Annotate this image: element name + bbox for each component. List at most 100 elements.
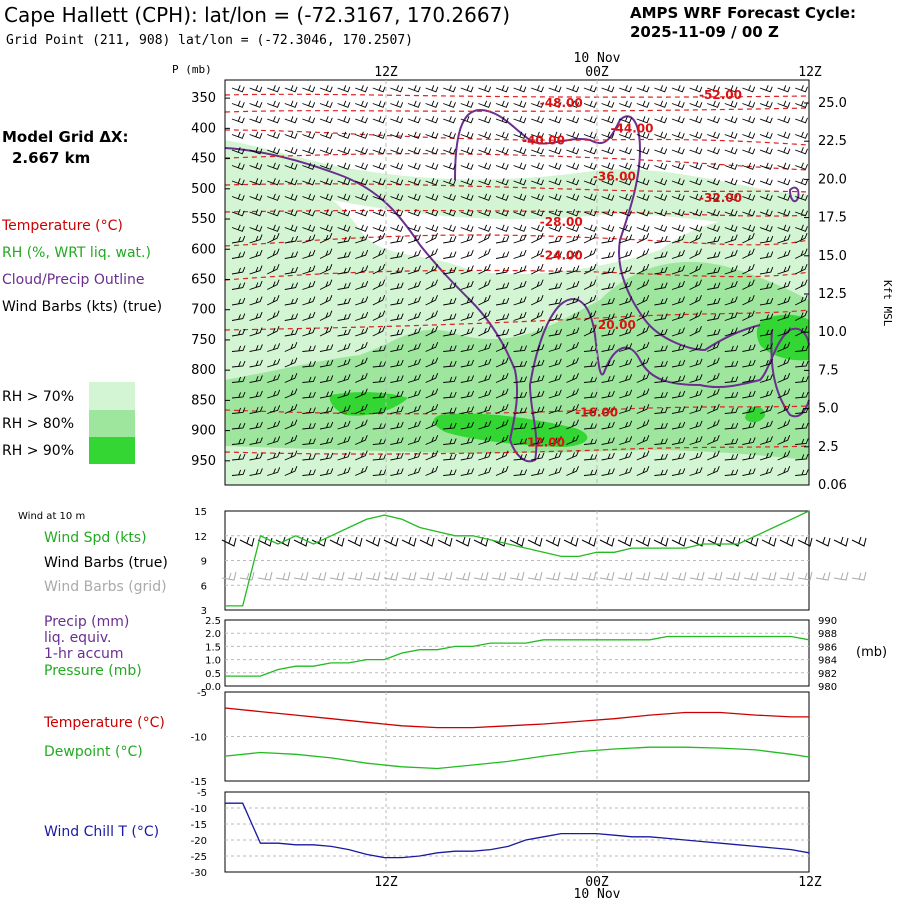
- wind-barb-true: [671, 536, 687, 547]
- wind-barb: [636, 310, 650, 321]
- isotherm-label: -24.00: [540, 248, 583, 262]
- wind-barb: [548, 266, 563, 275]
- wind-barb: [267, 193, 280, 201]
- wind-barb: [284, 450, 298, 461]
- wind-barb: [671, 224, 685, 232]
- wind-barb: [407, 467, 421, 476]
- wind-barb-true: [815, 536, 831, 547]
- wind-barb: [724, 345, 739, 352]
- wind-barb-grid: [671, 571, 687, 581]
- rh90-region-a: [329, 392, 408, 416]
- wind-barb: [337, 224, 351, 232]
- wind-barb: [671, 162, 685, 170]
- wind-barb: [583, 116, 597, 124]
- wind-barb: [636, 419, 650, 430]
- wind-barb: [601, 406, 615, 414]
- wind-barb: [689, 264, 702, 275]
- wind-barb: [249, 311, 263, 321]
- wind-barb: [355, 131, 368, 139]
- wind-barb: [724, 376, 739, 383]
- wind-barb: [566, 466, 579, 476]
- wind-barb: [407, 249, 421, 259]
- wind-barb: [231, 391, 246, 399]
- wind-barb: [548, 100, 562, 108]
- pressure-tick-label: 982: [818, 669, 837, 680]
- pressure-tick-label: 500: [191, 182, 216, 197]
- wind-barb: [355, 435, 368, 445]
- precip-tick-label: 0.5: [205, 669, 221, 680]
- wind-barb: [566, 193, 580, 201]
- wind-barb: [566, 388, 579, 399]
- wind-barb: [513, 280, 527, 290]
- wind-barb: [302, 391, 316, 399]
- wind-barb: [742, 131, 756, 139]
- wind-barb-grid: [347, 571, 363, 581]
- wind-barb: [249, 178, 263, 186]
- height-tick-label: 2.5: [818, 440, 839, 455]
- wind-barb: [759, 162, 773, 170]
- forecast-cycle-value: 2025-11-09 / 00 Z: [630, 23, 779, 41]
- wind-barb: [460, 224, 474, 232]
- wind-barb: [654, 116, 668, 124]
- wind-barb: [531, 85, 544, 93]
- wind-barb: [513, 162, 527, 170]
- wind-barb: [267, 467, 281, 476]
- wind-barb: [513, 327, 527, 337]
- wind-barb: [495, 466, 509, 476]
- pressure-tick-label: 750: [191, 333, 216, 348]
- legend-swatch-rh70: [89, 382, 135, 410]
- wind-barb: [707, 373, 720, 383]
- wind-barb: [654, 251, 668, 259]
- wind-barb: [724, 209, 738, 217]
- wind-barb: [566, 209, 580, 217]
- wind-barb: [390, 224, 404, 232]
- wind-barb: [531, 131, 544, 139]
- wind-barb: [654, 85, 668, 93]
- wind-barb: [742, 100, 756, 108]
- wind-barb: [460, 178, 474, 186]
- wind-barb: [548, 116, 562, 124]
- wind-barb: [249, 468, 263, 476]
- wind-barb: [460, 296, 474, 306]
- chill-yaxis: -5 -10 -15 -20 -25 -30: [191, 788, 207, 879]
- wind-barb: [390, 437, 404, 445]
- wind-barb: [548, 282, 563, 290]
- wind-barb: [231, 297, 246, 306]
- pressure-axis: 350 400 450 500 550 600 650 700 750 800 850 900 950: [191, 91, 230, 469]
- wind-barb: [759, 405, 773, 414]
- wind-barb: [407, 405, 421, 414]
- wind-barb: [355, 85, 368, 93]
- wind-barb: [619, 178, 632, 186]
- wind-barb-grid: [491, 571, 507, 581]
- wind-barb: [548, 147, 562, 155]
- wind-barb: [531, 209, 544, 217]
- chill-tick-label: -10: [191, 804, 207, 815]
- isotherm-label: -48.00: [540, 96, 583, 110]
- wind-barb: [425, 147, 439, 155]
- wind-barb: [284, 147, 298, 155]
- wind-barb: [337, 343, 351, 352]
- wind-barb: [777, 265, 791, 275]
- wind-barb: [443, 147, 456, 155]
- chill-tick-label: -20: [191, 836, 207, 847]
- wind-barb: [601, 147, 615, 155]
- legend-temperature: Temperature (°C): [1, 218, 123, 234]
- wind-barb: [531, 437, 545, 445]
- wind-barb: [302, 345, 316, 352]
- wind-barb-grid: [851, 571, 867, 581]
- pressure-tick-label: 600: [191, 242, 216, 257]
- wind-barb: [654, 438, 668, 445]
- wind-barb-grid: [527, 571, 543, 581]
- wind-barb-grid: [725, 571, 741, 581]
- wind-barb: [583, 438, 598, 445]
- wind-barb: [654, 453, 668, 461]
- pressure-yaxis: 990 988 986 984 982 980: [818, 616, 837, 693]
- wind-barb: [267, 326, 280, 337]
- wind-barb: [372, 116, 386, 124]
- wind-barb: [337, 451, 351, 461]
- wind-barb: [548, 358, 562, 368]
- wind-barb: [249, 100, 263, 108]
- wind-barb: [390, 328, 404, 337]
- wind-barb: [513, 178, 527, 186]
- wind-barb: [601, 162, 615, 170]
